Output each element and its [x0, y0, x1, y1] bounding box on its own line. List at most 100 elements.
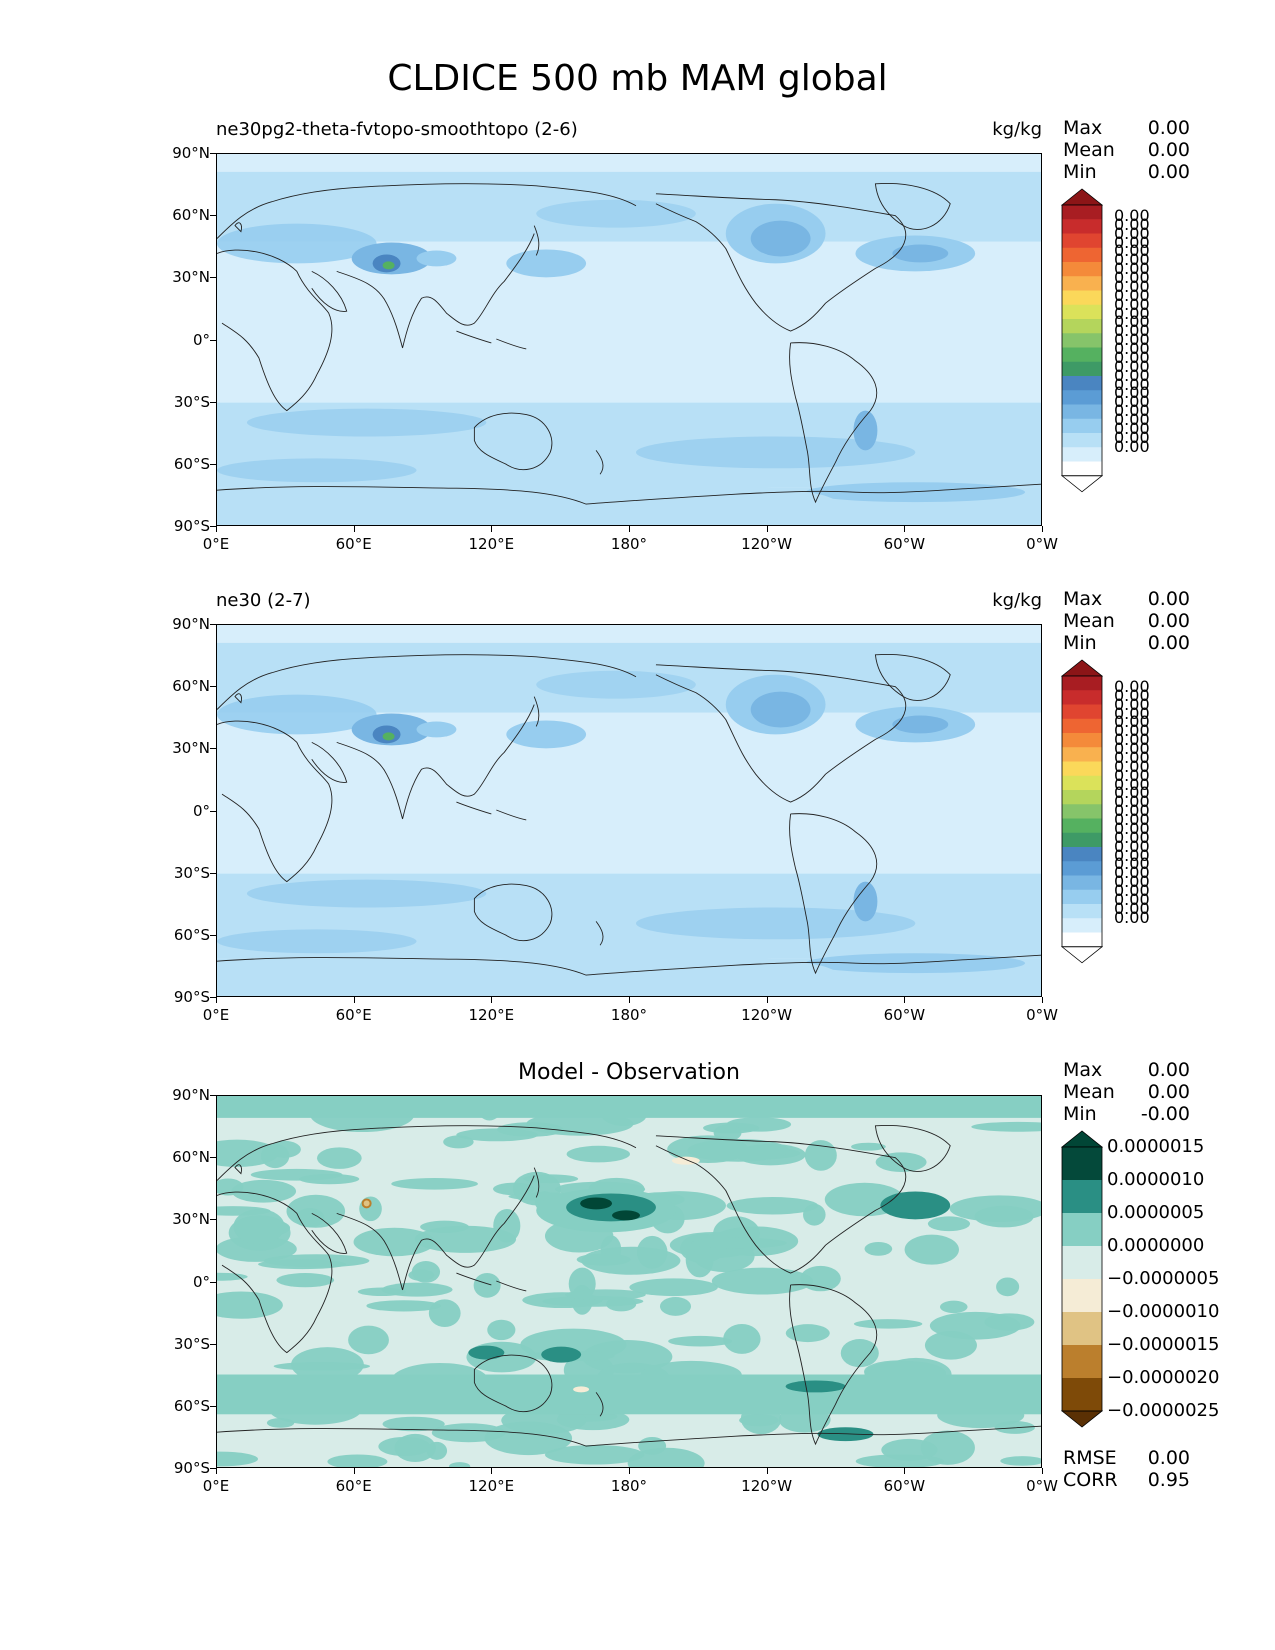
- field-contour: [217, 1451, 258, 1467]
- stat-max-label: Max: [1063, 588, 1103, 610]
- field-contour: [217, 1272, 248, 1281]
- lat-tick: [210, 401, 216, 403]
- lat-tick: [210, 624, 216, 625]
- field-band: [217, 1096, 1041, 1118]
- field-contour: [984, 1313, 1035, 1331]
- coastline: [533, 225, 540, 256]
- field-contour: [805, 482, 1026, 503]
- coastline: [473, 412, 553, 471]
- colorbar-tick-label: 0.00: [1114, 259, 1150, 279]
- rmse-label: RMSE: [1063, 1447, 1117, 1469]
- colorbar-frame: [1061, 675, 1103, 948]
- coastline: [217, 954, 1041, 976]
- colorbar-tick-label: 0.00: [1114, 241, 1150, 261]
- lon-tick: [491, 1468, 493, 1474]
- coastline: [655, 664, 907, 803]
- lon-label: 120°E: [468, 535, 515, 553]
- lon-tick: [491, 997, 493, 1003]
- colorbar-frame: [1061, 1146, 1103, 1412]
- field-contour: [541, 1346, 582, 1363]
- map-diff: [216, 1095, 1042, 1468]
- colorbar-tick-label: 0.00: [1114, 765, 1150, 785]
- coastline: [533, 696, 540, 727]
- field-contour: [231, 1179, 297, 1203]
- colorbar-tick-label: 0.00: [1114, 854, 1150, 874]
- field-contour: [233, 1208, 285, 1245]
- field-contour: [414, 1225, 517, 1253]
- lon-label: 60°E: [335, 1006, 372, 1024]
- colorbar-swatch: [1062, 718, 1102, 734]
- lon-tick: [766, 1468, 768, 1474]
- lat-label: 60°N: [172, 206, 210, 225]
- colorbar-tick-label: 0.00: [1114, 721, 1150, 741]
- colorbar-tick-label: 0.00: [1114, 410, 1150, 430]
- lat-label: 90°N: [172, 1086, 210, 1104]
- colorbar-swatch: [1062, 376, 1102, 391]
- colorbar-frame: [1061, 204, 1103, 477]
- colorbar-tick-label: 0.00: [1114, 356, 1150, 376]
- field-band: [217, 1374, 1041, 1415]
- colorbar-extend-min: [1060, 475, 1104, 493]
- coastline: [311, 741, 348, 783]
- colorbar-swatch: [1062, 904, 1102, 919]
- colorbar-swatch: [1062, 276, 1102, 291]
- coastline: [234, 693, 242, 704]
- colorbar-tick-label: 0.00: [1114, 339, 1150, 359]
- colorbar-swatch: [1062, 233, 1102, 249]
- colorbar-swatch: [1062, 775, 1102, 791]
- colorbar-tick-label: 0.00: [1114, 810, 1150, 830]
- colorbar-tick-label: −0.0000020: [1107, 1367, 1220, 1388]
- lon-tick: [904, 1468, 906, 1474]
- coastline: [311, 270, 348, 312]
- colorbar-tick-label: 0.00: [1114, 392, 1150, 412]
- colorbar-tick-label: 0.00: [1114, 845, 1150, 865]
- colorbar-tick-label: 0.00: [1114, 365, 1150, 385]
- colorbar-extend-max: [1060, 188, 1104, 206]
- field-contour: [687, 1138, 790, 1162]
- colorbar-tick-label: 0.00: [1114, 285, 1150, 305]
- coastline: [234, 222, 242, 233]
- lat-tick: [210, 277, 216, 279]
- colorbar-tick-label: 0.00: [1114, 685, 1150, 705]
- lat-label: 30°S: [173, 392, 210, 411]
- coastline: [234, 1164, 242, 1175]
- field-contour: [880, 1191, 951, 1220]
- colorbar-extend-max: [1060, 659, 1104, 677]
- colorbar-swatch: [1062, 304, 1102, 320]
- lon-tick: [216, 997, 217, 1003]
- field-contour: [739, 1414, 779, 1427]
- field-contour: [864, 1241, 893, 1256]
- field-contour: [668, 1335, 733, 1347]
- field-contour: [853, 881, 878, 922]
- field-contour: [638, 1437, 667, 1455]
- colorbar-tick-label: 0.00: [1114, 783, 1150, 803]
- stat-min-value: -0.00: [1140, 1103, 1190, 1125]
- lon-tick: [766, 526, 768, 532]
- lat-tick: [210, 153, 216, 154]
- field-contour: [996, 1277, 1020, 1297]
- figure-title: CLDICE 500 mb MAM global: [387, 58, 888, 99]
- coastline: [655, 1135, 907, 1274]
- colorbar-swatch: [1062, 461, 1102, 477]
- lat-tick: [210, 215, 216, 217]
- coastline: [336, 704, 535, 820]
- rmse-value: 0.00: [1147, 1447, 1190, 1469]
- lon-tick: [629, 1468, 630, 1474]
- colorbar-tick-label: 0.00: [1114, 321, 1150, 341]
- colorbar-tick-label: 0.00: [1114, 401, 1150, 421]
- field-contour: [805, 953, 1026, 974]
- stat-max-value: 0.00: [1147, 588, 1190, 610]
- field-contour: [659, 1296, 692, 1316]
- colorbar-swatch: [1062, 1279, 1102, 1313]
- colorbar-swatch: [1062, 1180, 1102, 1214]
- coastline: [311, 1212, 348, 1254]
- colorbar-tick-label: 0.00: [1114, 276, 1150, 296]
- colorbar-extend-max: [1060, 1130, 1104, 1148]
- colorbar-swatch: [1062, 804, 1102, 819]
- field-contour: [726, 1197, 819, 1215]
- lat-label: 90°N: [172, 144, 210, 162]
- lat-tick: [210, 997, 216, 998]
- colorbar-swatch: [1062, 205, 1102, 220]
- colorbar-tick-label: −0.0000010: [1107, 1301, 1220, 1322]
- coastline: [217, 1191, 333, 1354]
